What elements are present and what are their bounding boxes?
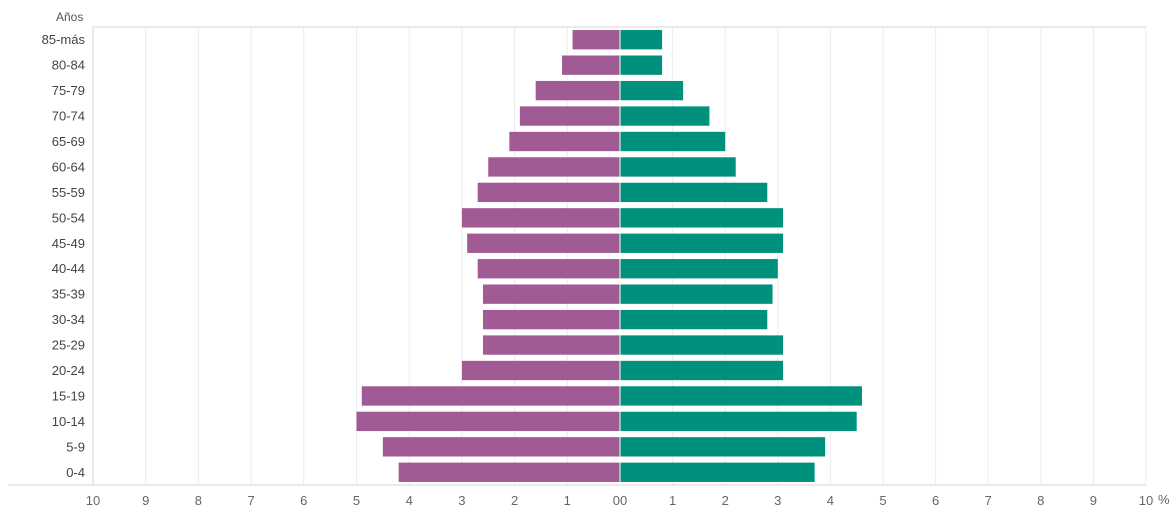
bar-left-55-59 [477, 182, 620, 203]
category-label: 60-64 [52, 159, 85, 174]
x-tick-left: 8 [195, 493, 202, 508]
category-label: 15-19 [52, 388, 85, 403]
bar-right-75-79 [620, 80, 684, 101]
category-labels: 85-más 80-84 75-79 70-74 65-69 60-64 55-59 50-5… [42, 32, 86, 480]
bar-right-80-84 [620, 55, 663, 75]
bar-left-65-69 [509, 131, 620, 152]
bar-left-70-74 [519, 106, 620, 126]
bar-left-25-29 [482, 335, 620, 355]
bar-left-15-19 [361, 386, 620, 406]
category-label: 65-69 [52, 134, 85, 149]
bar-right-65-69 [620, 131, 726, 152]
bar-left-60-64 [488, 157, 620, 177]
category-label: 10-14 [52, 414, 85, 429]
category-label: 75-79 [52, 83, 85, 98]
x-tick-left: 2 [511, 493, 518, 508]
x-tick-right: 5 [879, 493, 886, 508]
category-label: 0-4 [66, 465, 85, 480]
bar-left-40-44 [477, 259, 620, 279]
x-tick-right: 9 [1090, 493, 1097, 508]
bar-left-10-14 [356, 411, 620, 432]
x-tick-left: 10 [86, 493, 100, 508]
bar-right-20-24 [620, 360, 784, 381]
bar-right-55-59 [620, 182, 768, 203]
bar-right-5-9 [620, 437, 826, 457]
bar-right-10-14 [620, 411, 857, 432]
x-tick-left: 9 [142, 493, 149, 508]
x-tick-left: 0 [613, 493, 620, 508]
x-tick-right: 7 [985, 493, 992, 508]
x-tick-right: 1 [669, 493, 676, 508]
x-tick-right: 0 [620, 493, 627, 508]
bar-right-45-49 [620, 233, 784, 253]
x-tick-right: 4 [827, 493, 834, 508]
bar-right-30-34 [620, 309, 768, 330]
bar-left-85-más [572, 30, 620, 50]
category-label: 5-9 [66, 439, 85, 454]
bar-left-0-4 [398, 462, 620, 482]
bar-left-5-9 [382, 437, 620, 457]
bar-right-70-74 [620, 106, 710, 126]
category-label: 25-29 [52, 338, 85, 353]
bar-right-40-44 [620, 259, 778, 279]
bar-left-35-39 [482, 284, 620, 304]
x-tick-right: 8 [1037, 493, 1044, 508]
bar-left-50-54 [461, 208, 620, 228]
bar-left-30-34 [482, 309, 620, 330]
category-label: 70-74 [52, 109, 85, 124]
x-tick-right: 3 [774, 493, 781, 508]
bar-left-20-24 [461, 360, 620, 381]
x-ticks: 10 9 8 7 6 5 4 3 2 1 0 0 1 2 3 4 5 6 7 8 9 10 [86, 493, 1153, 508]
x-tick-left: 6 [300, 493, 307, 508]
x-tick-left: 1 [564, 493, 571, 508]
y-axis-title: Años [56, 10, 83, 24]
category-label: 45-49 [52, 236, 85, 251]
category-label: 35-39 [52, 287, 85, 302]
x-tick-left: 4 [406, 493, 413, 508]
bars [356, 30, 862, 482]
x-tick-right: 2 [722, 493, 729, 508]
x-axis-unit: % [1158, 492, 1170, 507]
x-tick-left: 5 [353, 493, 360, 508]
category-label: 30-34 [52, 312, 85, 327]
category-label: 20-24 [52, 363, 85, 378]
category-label: 55-59 [52, 185, 85, 200]
bar-right-60-64 [620, 157, 736, 177]
x-tick-right: 6 [932, 493, 939, 508]
category-label: 85-más [42, 32, 86, 47]
x-tick-left: 7 [247, 493, 254, 508]
bar-left-45-49 [467, 233, 620, 253]
bar-right-25-29 [620, 335, 784, 355]
bar-left-75-79 [535, 80, 620, 101]
bar-right-35-39 [620, 284, 773, 304]
category-label: 80-84 [52, 58, 85, 73]
grid-lines [92, 27, 1147, 485]
category-label: 40-44 [52, 261, 85, 276]
x-tick-right: 10 [1139, 493, 1153, 508]
bar-left-80-84 [562, 55, 620, 75]
bar-right-15-19 [620, 386, 862, 406]
bar-right-50-54 [620, 208, 784, 228]
bar-right-85-más [620, 30, 663, 50]
bar-right-0-4 [620, 462, 815, 482]
category-label: 50-54 [52, 210, 85, 225]
x-tick-left: 3 [458, 493, 465, 508]
